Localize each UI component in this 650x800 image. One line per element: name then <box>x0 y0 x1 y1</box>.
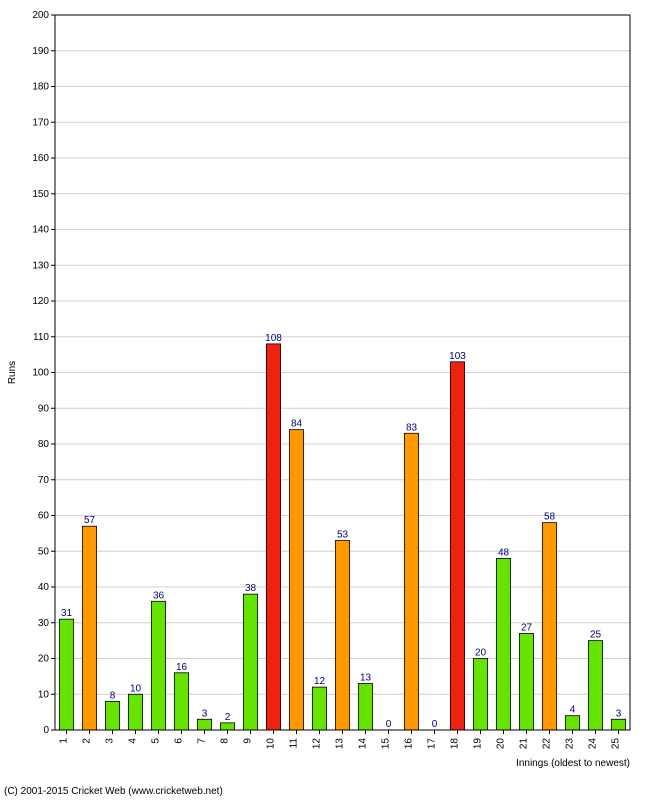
x-tick-label: 19 <box>473 738 484 750</box>
bar-value-label: 16 <box>176 662 188 673</box>
x-tick-label: 15 <box>381 738 392 750</box>
svg-text:0: 0 <box>43 725 49 736</box>
bar <box>243 594 257 730</box>
bar <box>519 633 533 730</box>
chart-container: 0102030405060708090100110120130140150160… <box>0 0 650 800</box>
svg-text:90: 90 <box>38 403 50 414</box>
bar <box>220 723 234 730</box>
svg-text:100: 100 <box>32 368 49 379</box>
x-tick-label: 8 <box>220 738 231 744</box>
x-tick-label: 24 <box>588 738 599 750</box>
x-axis-label: Innings (oldest to newest) <box>516 758 630 769</box>
svg-text:110: 110 <box>33 332 49 343</box>
svg-text:170: 170 <box>32 117 49 128</box>
bar <box>473 659 487 731</box>
bar <box>289 430 303 730</box>
bar <box>588 641 602 730</box>
bar-value-label: 13 <box>360 673 372 684</box>
x-tick-label: 14 <box>358 738 369 750</box>
bar <box>151 601 165 730</box>
x-tick-label: 21 <box>519 738 530 750</box>
svg-text:10: 10 <box>38 689 50 700</box>
bar <box>404 433 418 730</box>
x-tick-label: 18 <box>450 738 461 750</box>
bar-value-label: 4 <box>570 705 576 716</box>
x-tick-label: 7 <box>197 738 208 744</box>
bar <box>59 619 73 730</box>
bar-value-label: 8 <box>110 690 116 701</box>
bar <box>542 523 556 730</box>
x-tick-label: 11 <box>289 738 300 749</box>
bar-value-label: 36 <box>153 590 165 601</box>
x-tick-label: 20 <box>496 738 507 750</box>
bar-value-label: 53 <box>337 530 349 541</box>
svg-text:140: 140 <box>32 225 49 236</box>
svg-text:50: 50 <box>38 546 50 557</box>
bar-value-label: 108 <box>265 333 282 344</box>
bar <box>450 362 464 730</box>
bar-value-label: 103 <box>449 351 466 362</box>
x-tick-label: 12 <box>312 738 323 750</box>
y-axis-label: Runs <box>7 361 18 384</box>
svg-text:30: 30 <box>38 618 50 629</box>
bar-value-label: 20 <box>475 648 487 659</box>
bar-value-label: 3 <box>202 708 208 719</box>
bar-value-label: 12 <box>314 676 326 687</box>
bar <box>335 541 349 730</box>
runs-by-innings-bar-chart: 0102030405060708090100110120130140150160… <box>0 0 650 800</box>
bar <box>611 719 625 730</box>
svg-text:180: 180 <box>32 82 49 93</box>
bar-value-label: 3 <box>616 708 622 719</box>
svg-text:60: 60 <box>38 511 50 522</box>
svg-text:150: 150 <box>32 189 49 200</box>
bar <box>82 526 96 730</box>
bar <box>197 719 211 730</box>
bar-value-label: 10 <box>130 683 142 694</box>
x-tick-label: 13 <box>335 738 346 750</box>
x-tick-label: 9 <box>243 738 254 744</box>
bar-value-label: 0 <box>432 719 438 730</box>
bar-value-label: 58 <box>544 512 556 523</box>
svg-text:160: 160 <box>32 153 49 164</box>
bar <box>266 344 280 730</box>
bar <box>312 687 326 730</box>
bar-value-label: 38 <box>245 583 257 594</box>
bar-value-label: 27 <box>521 622 533 633</box>
bar <box>105 701 119 730</box>
bar-value-label: 2 <box>225 712 231 723</box>
svg-text:70: 70 <box>38 475 50 486</box>
bar-value-label: 84 <box>291 419 303 430</box>
svg-text:190: 190 <box>32 46 49 57</box>
x-tick-label: 22 <box>542 738 553 750</box>
svg-text:130: 130 <box>32 260 49 271</box>
x-tick-label: 16 <box>404 738 415 750</box>
svg-text:200: 200 <box>32 10 49 21</box>
bar <box>128 694 142 730</box>
svg-text:120: 120 <box>32 296 49 307</box>
bar <box>496 558 510 730</box>
x-tick-label: 2 <box>82 738 93 744</box>
x-tick-label: 5 <box>151 738 162 744</box>
chart-footer: (C) 2001-2015 Cricket Web (www.cricketwe… <box>4 786 223 797</box>
bar <box>174 673 188 730</box>
x-tick-label: 25 <box>611 738 622 750</box>
x-tick-label: 6 <box>174 738 185 744</box>
bar-value-label: 48 <box>498 547 510 558</box>
bar-value-label: 83 <box>406 422 418 433</box>
x-tick-label: 4 <box>128 738 139 744</box>
svg-text:20: 20 <box>38 654 50 665</box>
x-tick-label: 17 <box>427 738 438 750</box>
x-tick-label: 1 <box>59 738 70 744</box>
bar <box>358 684 372 730</box>
svg-text:80: 80 <box>38 439 50 450</box>
x-tick-label: 23 <box>565 738 576 750</box>
bar-value-label: 57 <box>84 515 96 526</box>
bar-value-label: 31 <box>61 608 73 619</box>
bar-value-label: 25 <box>590 630 602 641</box>
x-tick-label: 10 <box>266 738 277 750</box>
bar <box>565 716 579 730</box>
x-tick-label: 3 <box>105 738 116 744</box>
svg-text:40: 40 <box>38 582 50 593</box>
bar-value-label: 0 <box>386 719 392 730</box>
